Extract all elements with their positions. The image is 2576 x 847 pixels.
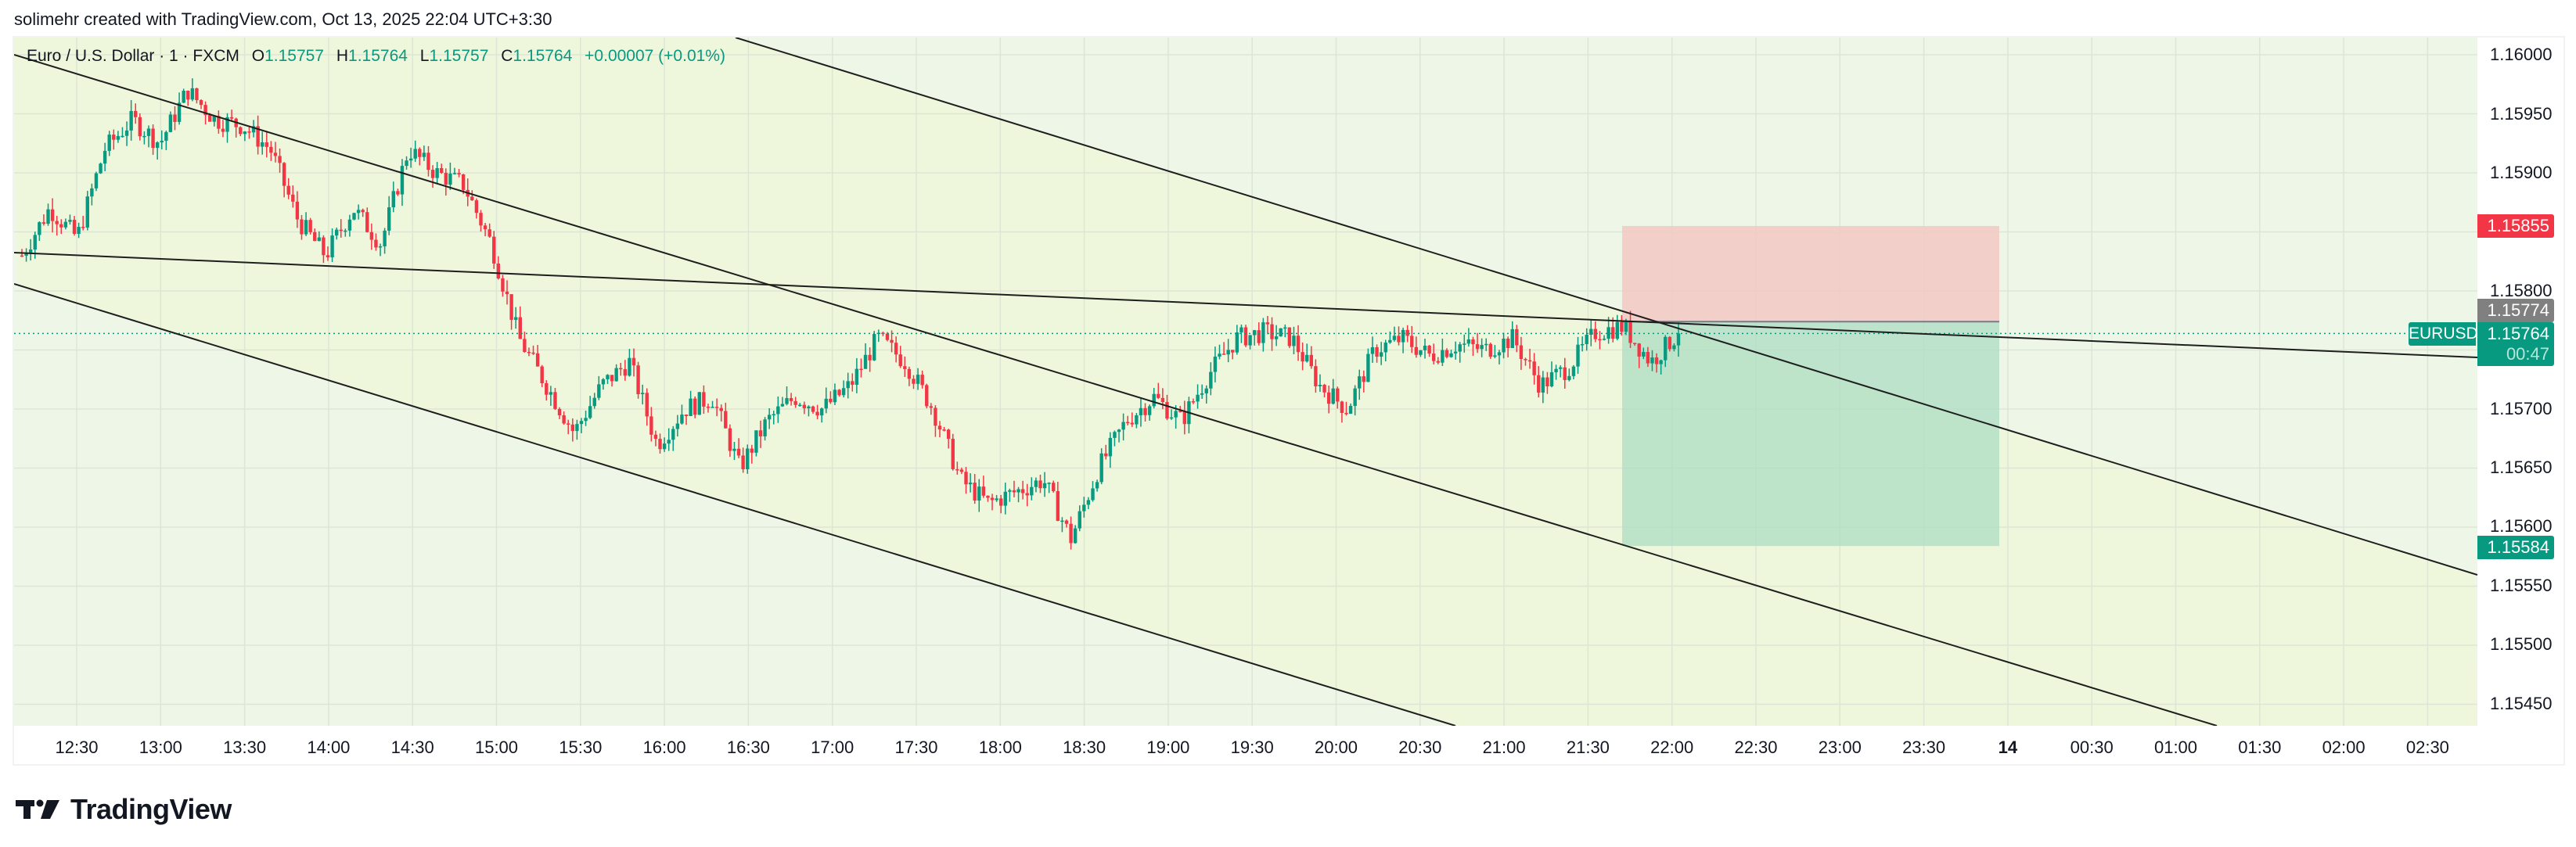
time-tick: 20:30 (1398, 738, 1442, 757)
time-tick: 19:00 (1146, 738, 1190, 757)
time-tick: 22:30 (1734, 738, 1778, 757)
time-tick: 01:00 (2153, 738, 2198, 757)
symbol-legend: Euro / U.S. Dollar · 1 · FXCM O1.15757 H… (27, 47, 725, 66)
last-price-value: 1.15764 (2487, 324, 2549, 343)
time-tick: 00:30 (2070, 738, 2114, 757)
tradingview-logo-icon (16, 799, 59, 819)
lower-trendline[interactable] (14, 283, 1456, 726)
time-tick: 23:00 (1818, 738, 1862, 757)
time-tick: 14:30 (390, 738, 434, 757)
time-tick: 16:00 (642, 738, 686, 757)
flat-trendline[interactable] (14, 252, 2477, 358)
legend-open-label: O (251, 47, 265, 65)
time-tick: 15:30 (559, 738, 603, 757)
legend-title: Euro / U.S. Dollar · 1 · FXCM (27, 47, 239, 65)
symbol-tag: EURUSD (2409, 322, 2478, 346)
time-tick: 19:30 (1230, 738, 1274, 757)
time-tick: 14 (1998, 738, 2018, 757)
chart-plot-area[interactable] (14, 38, 2477, 726)
take-profit-zone[interactable] (1622, 321, 1999, 547)
entry-price-tag: 1.15774 (2477, 299, 2554, 322)
legend-change: +0.00007 (+0.01%) (585, 47, 725, 65)
price-tick: 1.16000 (2490, 45, 2553, 64)
price-tick: 1.15600 (2490, 516, 2553, 536)
time-tick: 02:30 (2405, 738, 2449, 757)
price-tick: 1.15550 (2490, 576, 2553, 595)
price-tick: 1.15450 (2490, 694, 2553, 713)
tradingview-logo: TradingView (16, 793, 232, 826)
legend-close-label: C (501, 47, 513, 65)
tradingview-logo-text: TradingView (70, 793, 232, 825)
time-tick: 15:00 (474, 738, 519, 757)
time-tick: 23:30 (1902, 738, 1946, 757)
legend-close-value: 1.15764 (513, 47, 573, 65)
time-tick: 20:00 (1314, 738, 1358, 757)
legend-high-value: 1.15764 (348, 47, 408, 65)
legend-low-value: 1.15757 (429, 47, 489, 65)
time-tick: 21:00 (1482, 738, 1526, 757)
upper-trendline[interactable] (735, 38, 2477, 576)
price-tick: 1.15700 (2490, 399, 2553, 418)
middle-trendline[interactable] (14, 54, 2218, 726)
chart-frame (13, 36, 2565, 766)
take-profit-price-tag: 1.15584 (2477, 536, 2554, 559)
chart-credit: solimehr created with TradingView.com, O… (14, 9, 552, 29)
legend-open-value: 1.15757 (264, 47, 324, 65)
time-tick: 12:30 (55, 738, 99, 757)
time-tick: 18:00 (978, 738, 1022, 757)
time-tick: 13:00 (139, 738, 182, 757)
price-axis[interactable] (2477, 38, 2563, 726)
time-axis[interactable] (14, 726, 2477, 764)
stop-loss-zone[interactable] (1622, 225, 1999, 322)
time-tick: 21:30 (1566, 738, 1610, 757)
channel-fill (14, 38, 2477, 726)
price-tick: 1.15500 (2490, 634, 2553, 654)
price-tick: 1.15900 (2490, 163, 2553, 182)
legend-high-label: H (336, 47, 349, 65)
time-tick: 14:00 (307, 738, 351, 757)
time-tick: 02:00 (2322, 738, 2366, 757)
time-tick: 13:30 (223, 738, 267, 757)
time-tick: 01:30 (2238, 738, 2282, 757)
bar-countdown: 00:47 (2506, 344, 2549, 364)
price-tick: 1.15650 (2490, 458, 2553, 477)
stop-loss-price-tag: 1.15855 (2477, 214, 2554, 238)
price-tick: 1.15950 (2490, 104, 2553, 124)
time-tick: 17:00 (811, 738, 854, 757)
time-tick: 18:30 (1063, 738, 1106, 757)
legend-low-label: L (419, 47, 430, 65)
price-tick: 1.15800 (2490, 281, 2553, 300)
time-tick: 16:30 (726, 738, 770, 757)
time-tick: 17:30 (894, 738, 938, 757)
time-tick: 22:00 (1650, 738, 1694, 757)
last-price-tag: 1.15764 00:47 (2477, 322, 2554, 366)
candlestick-chart[interactable] (14, 38, 2477, 726)
